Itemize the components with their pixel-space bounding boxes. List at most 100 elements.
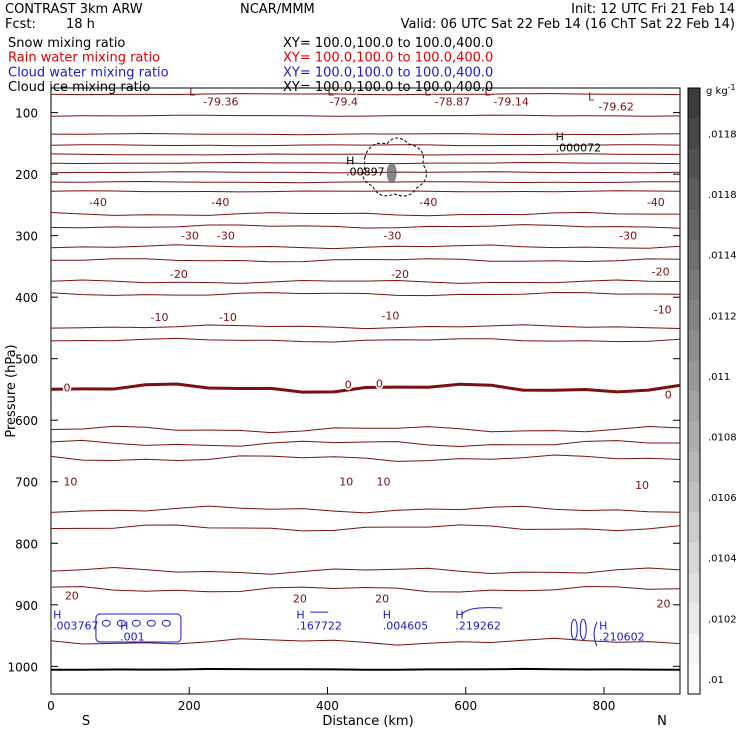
cloud-water-cell [116,619,126,627]
isotherm-line [51,211,680,217]
contour-label: -79.14 [493,96,528,109]
cloud-water-contour [570,618,578,640]
cloud-water-cell [101,619,111,627]
y-tick-label: 300 [15,230,38,244]
org-title: NCAR/MMM [240,2,315,17]
colorbar-tick-label: .0114 [708,251,737,262]
y-tick-label: 100 [15,107,38,121]
axes: Pressure (hPa) Distance (km) S N 1002003… [4,107,680,729]
colorbar-swatch [688,421,700,453]
isotherm-line [51,244,680,250]
contour-label: -10 [381,310,399,323]
field-range: XY= 100.0,100.0 to 100.0,400.0 [283,65,493,80]
contour-label: -79.4 [330,96,358,109]
colorbar-unit-exp: -1 [728,83,736,92]
contour-label: -40 [647,196,665,209]
north-label: N [657,714,667,729]
x-tick-label: 400 [316,699,339,713]
contour-label: 0 [63,382,70,395]
colorbar: g kg-1 .0118 .0118 .0114 .0112 .011 .0108 .010… [687,83,737,695]
header: CONTRAST 3km ARW NCAR/MMM Init: 12 UTC F… [5,2,735,32]
field-range: XY= 100.0,100.0 to 100.0,400.0 [283,51,493,66]
isotherm-line [51,171,680,174]
colorbar-tick-label: .01 [708,675,724,686]
contour-label: -30 [217,230,235,243]
colorbar-swatch [688,178,700,210]
contour-label: -40 [211,196,229,209]
cloud-water-cell [131,619,141,627]
isotherm-line [51,161,680,165]
contour-label: -20 [391,268,409,281]
contour-label: 10 [377,476,391,489]
isotherm-line [51,585,680,593]
colorbar-swatch [688,209,700,240]
contour-label: -20 [652,265,670,278]
cloud-water-contour [95,613,182,643]
colorbar-swatch [688,269,700,301]
high-marker: H [296,608,304,621]
isotherm-line [51,505,680,514]
contour-label: -40 [89,196,107,209]
colorbar-tick-label: .0118 [708,190,737,201]
low-marker: L [327,86,334,99]
x-tick-label: 200 [178,699,201,713]
colorbar-swatch [688,542,700,574]
colorbar-swatch [688,572,700,604]
high-marker-value: .00897 [346,165,385,178]
colorbar-swatch [688,633,700,665]
contour-label: -79.62 [598,100,633,113]
colorbar-tick-label: .0104 [708,554,737,565]
contour-label: -10 [219,311,237,324]
colorbar-tick-label: .0108 [708,432,737,443]
isotherm-line [51,93,680,96]
y-tick-label: 1000 [7,660,38,674]
cloud-water-contour [461,607,503,615]
contour-label: 0 [345,379,352,392]
colorbar-swatch [688,451,700,483]
isotherm-line [51,637,680,646]
cloud-ice-contour [362,137,428,197]
contour-label: -20 [170,268,188,281]
y-axis-label: Pressure (hPa) [4,344,19,437]
y-tick-label: 900 [15,599,38,613]
y-tick-label: 700 [15,476,38,490]
field-legend: Snow mixing ratio XY= 100.0,100.0 to 100.… [8,36,493,95]
colorbar-frame [687,87,701,695]
high-marker: H [556,130,564,143]
cloud-water-contour [593,621,598,647]
contour-label: 20 [293,593,307,606]
isotherm-line [51,439,680,448]
x-tick-label: 800 [593,699,616,713]
contour-label: -10 [151,311,169,324]
contour-label: 10 [339,476,353,489]
contour-label: -78.87 [435,96,470,109]
high-marker-value: .000072 [556,141,602,154]
contour-label: -30 [181,230,199,243]
valid-time: Valid: 06 UTC Sat 22 Feb 14 (16 ChT Sat … [401,17,735,32]
model-title: CONTRAST 3km ARW [5,2,143,17]
isotherm-line [51,132,680,136]
field-name: Rain water mixing ratio [8,51,160,66]
contour-label: 0 [665,388,672,401]
contour-label: 10 [635,479,649,492]
contour-label: 20 [65,590,79,603]
isotherm-line [51,524,680,532]
y-tick-label: 200 [15,168,38,182]
colorbar-tick-label: .0102 [708,614,737,625]
isotherm-line [51,153,680,156]
isotherm-line [51,144,680,147]
cloud-features [95,137,598,647]
low-marker: L [189,86,196,99]
isotherm-line [51,566,680,575]
plot-area: -79.36 -79.4 -78.87 -79.14 -79.62 -40 -40 -40 -4… [50,86,681,695]
cloud-water-cell [161,619,171,627]
high-marker-value: .004605 [383,619,429,632]
y-tick-label: 600 [15,414,38,428]
contour-label: -30 [619,230,637,243]
high-marker: H [120,619,128,632]
colorbar-tick-label: .0118 [708,129,737,140]
field-range: XY= 100.0,100.0 to 100.0,400.0 [283,36,493,51]
isotherm-line [51,425,680,434]
surface-line [51,667,680,671]
